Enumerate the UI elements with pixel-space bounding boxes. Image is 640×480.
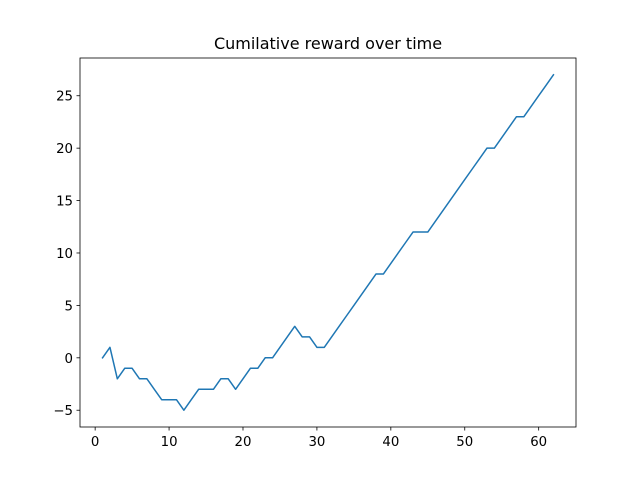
y-tick-label: 15 (56, 195, 73, 210)
y-tick-label: 0 (65, 352, 73, 367)
x-tick-label: 60 (530, 435, 547, 450)
y-tick-label: 10 (56, 247, 73, 262)
x-tick-label: 40 (382, 435, 399, 450)
plot-frame (79, 57, 577, 428)
y-tick-label: 25 (56, 90, 73, 105)
x-tick-label: 0 (91, 435, 99, 450)
y-axis-ticks: −5 0 5 10 15 20 25 (53, 90, 80, 419)
y-tick-label: 20 (56, 142, 73, 157)
x-axis-ticks: 0 10 20 30 40 50 60 (91, 427, 547, 450)
y-tick-label: −5 (53, 404, 73, 419)
x-tick-label: 50 (456, 435, 473, 450)
y-tick-label: 5 (65, 299, 73, 314)
x-tick-label: 30 (308, 435, 325, 450)
x-tick-label: 10 (161, 435, 178, 450)
series-line (101, 73, 555, 411)
chart-title: Cumilative reward over time (214, 34, 442, 53)
x-tick-label: 20 (235, 435, 252, 450)
series-layer (101, 73, 555, 411)
